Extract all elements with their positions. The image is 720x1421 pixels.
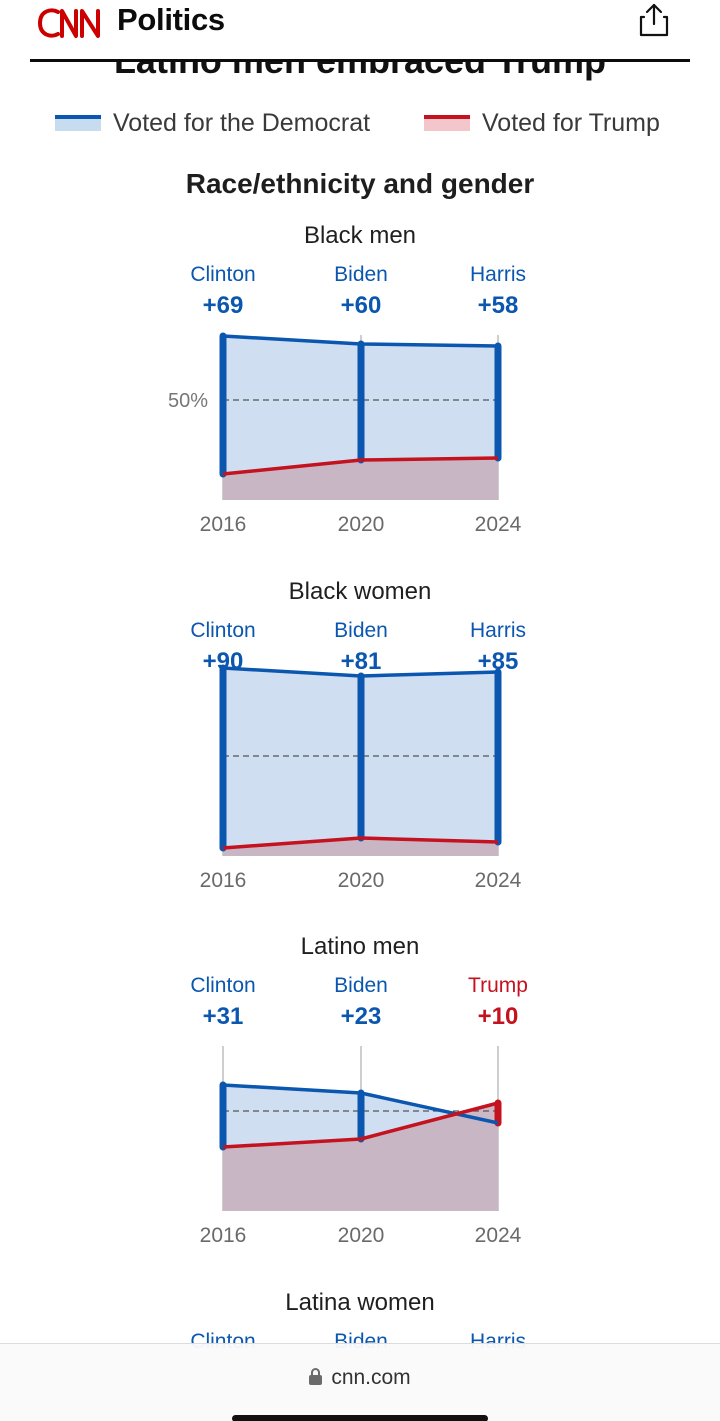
chart-latino-men: Latino men Clinton +31 Biden +23 Trump +10 2016… bbox=[190, 933, 528, 1247]
winner-margin-biden: +23 bbox=[341, 1003, 382, 1030]
winner-name-biden: Biden bbox=[334, 263, 388, 286]
winner-name-clinton: Clinton bbox=[190, 619, 255, 642]
trump-area bbox=[223, 838, 498, 856]
winner-name-harris: Harris bbox=[470, 263, 526, 286]
header-divider bbox=[30, 59, 690, 62]
x-tick-2020: 2020 bbox=[338, 513, 385, 536]
x-tick-2024: 2024 bbox=[475, 513, 522, 536]
winner-name-trump: Trump bbox=[468, 974, 528, 997]
browser-footer: cnn.com bbox=[0, 1343, 720, 1421]
winner-name-clinton: Clinton bbox=[190, 974, 255, 997]
trump-area bbox=[223, 1103, 498, 1211]
winner-name-harris: Harris bbox=[470, 619, 526, 642]
x-tick-2016: 2016 bbox=[200, 869, 247, 892]
democrat-line bbox=[222, 666, 499, 678]
x-tick-2024: 2024 bbox=[475, 869, 522, 892]
chart-black-men: Black men Clinton +69 Biden +60 Harris +58 50% 2… bbox=[168, 222, 526, 536]
trump-line bbox=[222, 456, 499, 476]
lock-icon bbox=[309, 1368, 323, 1385]
chart-title: Black men bbox=[304, 222, 416, 249]
legend-label-trump: Voted for Trump bbox=[482, 108, 660, 137]
x-tick-2016: 2016 bbox=[200, 513, 247, 536]
winner-name-clinton: Clinton bbox=[190, 263, 255, 286]
trump-line bbox=[222, 836, 499, 850]
x-tick-2020: 2020 bbox=[338, 869, 385, 892]
winner-name-biden: Biden bbox=[334, 974, 388, 997]
x-tick-2024: 2024 bbox=[475, 1224, 522, 1247]
url-domain: cnn.com bbox=[331, 1366, 411, 1389]
cnn-logo[interactable] bbox=[36, 4, 110, 42]
chart-black-women: Black womenClinton+90Biden+81Harris+8520… bbox=[190, 578, 526, 892]
winner-margin-trump: +10 bbox=[478, 1003, 519, 1030]
url-bar[interactable]: cnn.com bbox=[0, 1366, 720, 1390]
chart-title: Black women bbox=[289, 578, 432, 605]
share-icon[interactable] bbox=[636, 2, 672, 38]
winner-margin-biden: +60 bbox=[341, 292, 382, 319]
reference-label: 50% bbox=[168, 390, 208, 412]
winner-margin-clinton: +31 bbox=[203, 1003, 244, 1030]
group-title: Race/ethnicity and gender bbox=[185, 168, 535, 199]
trump-line bbox=[222, 1101, 499, 1149]
democrat-line bbox=[222, 334, 499, 348]
x-tick-2020: 2020 bbox=[338, 1224, 385, 1247]
legend-item-trump: Voted for Trump bbox=[424, 106, 660, 140]
winner-margin-biden: +81 bbox=[341, 648, 382, 675]
winner-margin-clinton: +69 bbox=[203, 292, 244, 319]
site-header: Politics bbox=[0, 0, 720, 62]
chart-title: Latina women bbox=[285, 1289, 434, 1316]
legend-label-democrat: Voted for the Democrat bbox=[113, 108, 371, 137]
legend-item-democrat: Voted for the Democrat bbox=[55, 106, 370, 140]
democrat-line bbox=[222, 1083, 499, 1125]
x-tick-2016: 2016 bbox=[200, 1224, 247, 1247]
winner-margin-harris: +58 bbox=[478, 292, 519, 319]
legend-swatch-democrat bbox=[55, 115, 101, 131]
winner-name-biden: Biden bbox=[334, 619, 388, 642]
home-indicator bbox=[232, 1415, 488, 1421]
article-title: Latino men embraced Trump bbox=[0, 62, 720, 82]
article-title-clipped: Latino men embraced Trump bbox=[0, 62, 720, 86]
legend-swatch-trump bbox=[424, 115, 470, 131]
section-name[interactable]: Politics bbox=[117, 2, 225, 37]
chart-title: Latino men bbox=[301, 933, 420, 960]
